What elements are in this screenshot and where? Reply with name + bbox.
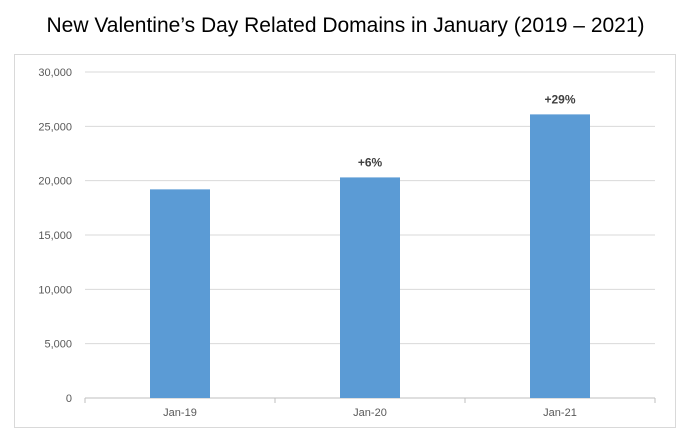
bar-jan-19: [150, 189, 210, 398]
chart-title: New Valentine’s Day Related Domains in J…: [46, 14, 645, 37]
x-tick-label: Jan-21: [543, 407, 577, 419]
y-tick-label: 5,000: [44, 339, 72, 351]
chart-frame: [14, 54, 676, 428]
y-tick-label: 20,000: [38, 176, 72, 188]
y-tick-label: 10,000: [38, 284, 72, 296]
y-tick-label: 25,000: [38, 121, 72, 133]
y-tick-label: 15,000: [38, 230, 72, 242]
data-label: +29%: [544, 92, 575, 106]
x-tick-label: Jan-19: [163, 407, 197, 419]
y-tick-label: 30,000: [38, 67, 72, 79]
bar-jan-20: [340, 177, 400, 398]
data-label: +6%: [358, 155, 383, 169]
y-tick-label: 0: [66, 393, 72, 405]
x-tick-label: Jan-20: [353, 407, 387, 419]
bar-jan-21: [530, 114, 590, 398]
